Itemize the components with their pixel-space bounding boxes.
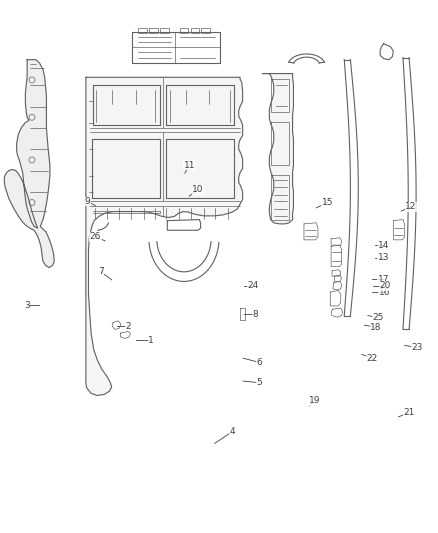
Bar (201, 28, 210, 33)
Text: 21: 21 (404, 408, 415, 417)
Text: 5: 5 (256, 378, 262, 387)
Polygon shape (4, 60, 54, 268)
Bar (149, 28, 158, 33)
Text: 22: 22 (367, 354, 378, 362)
Text: 6: 6 (256, 358, 262, 367)
Text: 18: 18 (370, 323, 381, 332)
Text: 12: 12 (405, 203, 417, 211)
Text: 20: 20 (380, 281, 391, 290)
Text: 8: 8 (252, 310, 258, 319)
Bar (160, 28, 169, 33)
Text: 19: 19 (309, 397, 320, 405)
Bar (138, 28, 147, 33)
Text: 10: 10 (192, 185, 204, 194)
Text: 2: 2 (125, 322, 131, 330)
Polygon shape (263, 74, 293, 224)
Bar (180, 28, 188, 33)
Text: 23: 23 (411, 343, 423, 352)
Text: 13: 13 (378, 254, 389, 262)
Text: 15: 15 (322, 198, 333, 207)
Text: 7: 7 (98, 268, 104, 276)
Text: 1: 1 (148, 336, 154, 344)
Text: 4: 4 (230, 427, 235, 436)
Text: 24: 24 (247, 281, 259, 290)
Text: 3: 3 (24, 301, 30, 310)
Text: 11: 11 (184, 161, 195, 169)
Text: 16: 16 (379, 288, 390, 296)
Text: 25: 25 (373, 313, 384, 322)
Text: 26: 26 (90, 232, 101, 241)
Text: 14: 14 (378, 241, 389, 249)
Text: 17: 17 (378, 275, 389, 284)
Polygon shape (86, 77, 243, 395)
Bar (191, 28, 199, 33)
Text: 9: 9 (85, 197, 91, 206)
